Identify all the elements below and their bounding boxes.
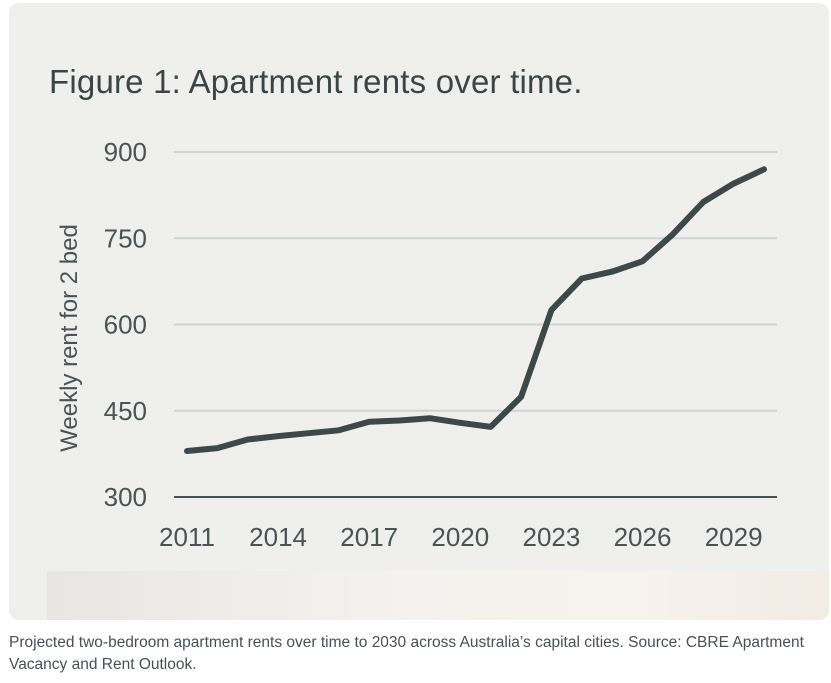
- figure-title: Figure 1: Apartment rents over time.: [49, 63, 583, 100]
- grid-lines: [174, 151, 777, 498]
- y-tick-label: 750: [104, 223, 147, 253]
- x-tick-label: 2011: [159, 522, 215, 552]
- x-tick-label: 2029: [705, 522, 763, 552]
- y-tick-label: 600: [104, 310, 147, 340]
- y-axis-label: Weekly rent for 2 bed: [56, 224, 83, 452]
- figure-caption: Projected two-bedroom apartment rents ov…: [9, 634, 804, 673]
- figure-panel: Figure 1: Apartment rents over time.: [9, 3, 829, 620]
- x-tick-label: 2017: [340, 522, 398, 552]
- y-tick-labels: 300 450 600 750 900: [104, 137, 147, 512]
- series-line: [184, 166, 767, 454]
- x-tick-label: 2020: [431, 522, 489, 552]
- x-tick-label: 2026: [614, 522, 672, 552]
- series-layer: [184, 166, 767, 454]
- x-tick-labels: 2011 2014 2017 2020 2023 2026 2029: [159, 522, 763, 552]
- x-tick-label: 2014: [249, 522, 307, 552]
- y-tick-label: 900: [104, 137, 147, 167]
- image-bottom-band: [47, 571, 829, 620]
- x-tick-label: 2023: [522, 522, 580, 552]
- y-tick-label: 300: [104, 482, 147, 512]
- y-tick-label: 450: [104, 396, 147, 426]
